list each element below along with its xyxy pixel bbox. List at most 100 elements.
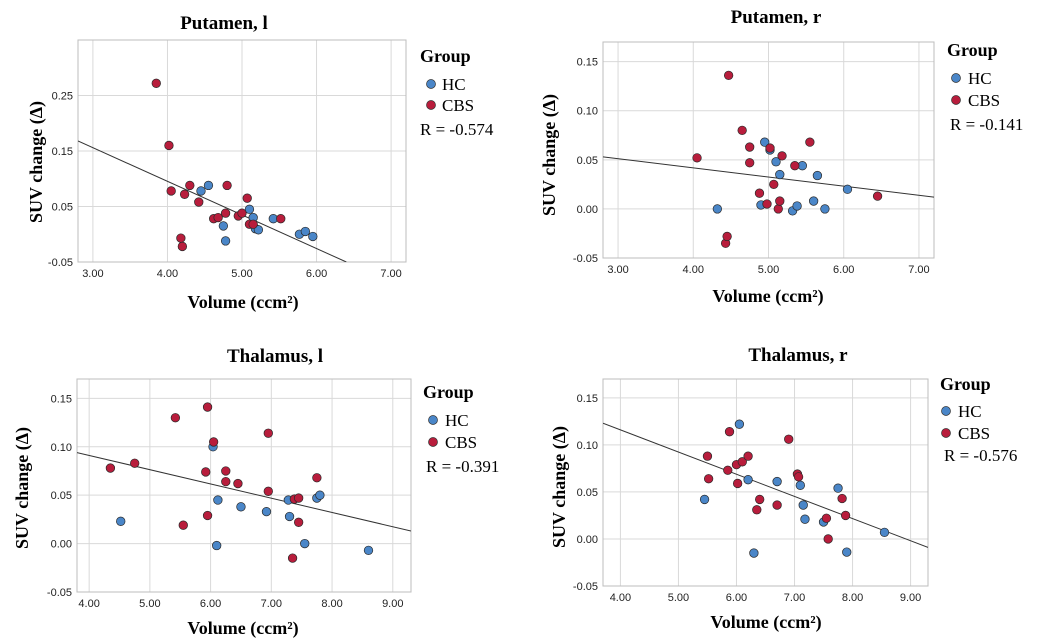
x-tick-label: 9.00 [382, 598, 403, 610]
panel-putamen-left: Putamen, l 3.00 4.00 5.00 6.00 7.00 -0.05 0.05… [26, 13, 494, 313]
legend-hc-marker [941, 406, 951, 416]
data-point-cbs [692, 153, 702, 163]
data-point-cbs [732, 478, 743, 489]
y-tick-label: -0.05 [573, 253, 598, 265]
panel-thalamus-left: Thalamus, l 4.00 5.00 6.00 7.00 8.00 9.00 -0.0… [12, 346, 499, 638]
data-point-cbs [221, 476, 231, 487]
data-point-cbs [294, 517, 304, 527]
data-point-cbs [194, 197, 204, 207]
x-tick-label: 4.00 [683, 264, 704, 276]
data-point-hc [760, 137, 770, 147]
data-point-cbs [775, 196, 785, 206]
data-point-cbs [294, 493, 304, 503]
data-point-cbs [151, 78, 161, 88]
legend-hc-marker [428, 415, 438, 425]
data-point-hc [798, 500, 808, 510]
x-tick-label: 9.00 [900, 592, 921, 604]
data-point-cbs [166, 186, 176, 196]
x-tick-label: 7.00 [261, 598, 282, 610]
fit-line [77, 452, 411, 532]
legend: Group HC CBS R = -0.141 [947, 40, 1023, 134]
r-value: R = -0.391 [426, 457, 499, 476]
data-point-cbs [722, 231, 732, 242]
y-tick-label: 0.05 [52, 202, 73, 214]
legend-hc-label: HC [442, 75, 466, 94]
data-point-cbs [263, 428, 273, 438]
data-point-hc [734, 419, 745, 429]
x-tick-label: 6.00 [306, 268, 327, 280]
data-point-cbs [202, 510, 213, 521]
data-point-cbs [745, 142, 755, 152]
data-point-cbs [752, 505, 762, 515]
data-point-hc [820, 204, 830, 214]
data-point-cbs [202, 402, 213, 412]
y-tick-label: 0.05 [577, 487, 598, 499]
x-tick-label: 6.00 [200, 598, 221, 610]
x-axis-label: Volume (ccm²) [712, 286, 823, 307]
data-point-hc [308, 231, 318, 242]
y-tick-label: 0.15 [52, 146, 73, 158]
y-tick-label: 0.00 [577, 204, 598, 216]
panel-title: Thalamus, l [227, 346, 323, 367]
data-point-cbs [130, 458, 140, 468]
x-tick-label: 7.00 [380, 268, 401, 280]
r-value: R = -0.576 [944, 446, 1017, 465]
data-point-hc [244, 204, 255, 214]
data-point-cbs [177, 241, 188, 252]
y-tick-label: 0.05 [51, 490, 72, 502]
data-point-cbs [287, 553, 298, 563]
legend-cbs-label: CBS [968, 91, 1000, 110]
data-point-hc [699, 494, 710, 505]
data-point-cbs [790, 161, 800, 171]
data-point-hc [792, 201, 802, 211]
data-point-cbs [185, 180, 195, 191]
panel-putamen-right: Putamen, r 3.00 4.00 5.00 6.00 7.00 -0.05 0.00… [539, 7, 1023, 307]
data-point-hc [772, 476, 782, 487]
data-point-hc [218, 221, 229, 231]
data-point-cbs [821, 513, 832, 523]
y-axis-label: SUV change (Δ) [549, 426, 570, 548]
data-point-cbs [754, 188, 765, 198]
data-point-cbs [723, 70, 734, 81]
data-point-hc [833, 483, 843, 493]
x-tick-label: 4.00 [157, 268, 178, 280]
x-axis-label: Volume (ccm²) [187, 618, 298, 638]
data-point-cbs [312, 473, 322, 483]
panel-title: Putamen, l [180, 13, 268, 34]
y-tick-label: 0.15 [51, 393, 72, 405]
x-tick-label: 7.00 [784, 592, 805, 604]
data-point-cbs [222, 180, 232, 191]
data-point-hc [196, 186, 206, 196]
data-point-cbs [178, 520, 188, 530]
data-point-cbs [837, 493, 847, 504]
y-tick-label: 0.00 [577, 534, 598, 546]
data-point-hc [212, 540, 222, 551]
data-point-hc [363, 545, 374, 556]
data-point-hc [116, 516, 126, 526]
x-tick-label: 5.00 [668, 592, 689, 604]
data-point-cbs [872, 191, 883, 201]
plot-frame [602, 378, 929, 587]
legend-hc-marker [426, 79, 436, 89]
legend-hc-label: HC [958, 402, 982, 421]
data-point-cbs [793, 472, 804, 482]
y-tick-label: 0.10 [51, 442, 72, 454]
data-point-hc [203, 180, 214, 191]
x-tick-label: 8.00 [321, 598, 342, 610]
data-point-cbs [170, 413, 181, 423]
x-tick-label: 3.00 [607, 264, 628, 276]
x-tick-label: 5.00 [139, 598, 160, 610]
plot-frame [76, 378, 412, 593]
x-tick-label: 4.00 [610, 592, 631, 604]
x-tick-label: 5.00 [758, 264, 779, 276]
y-axis-label: SUV change (Δ) [12, 427, 33, 549]
y-tick-label: 0.25 [52, 91, 73, 103]
x-tick-label: 4.00 [78, 598, 99, 610]
data-point-hc [749, 548, 759, 558]
fit-line [78, 140, 347, 262]
data-point-hc [220, 236, 231, 246]
data-point-cbs [221, 466, 231, 476]
data-point-hc [261, 506, 272, 517]
data-point-cbs [105, 463, 116, 473]
